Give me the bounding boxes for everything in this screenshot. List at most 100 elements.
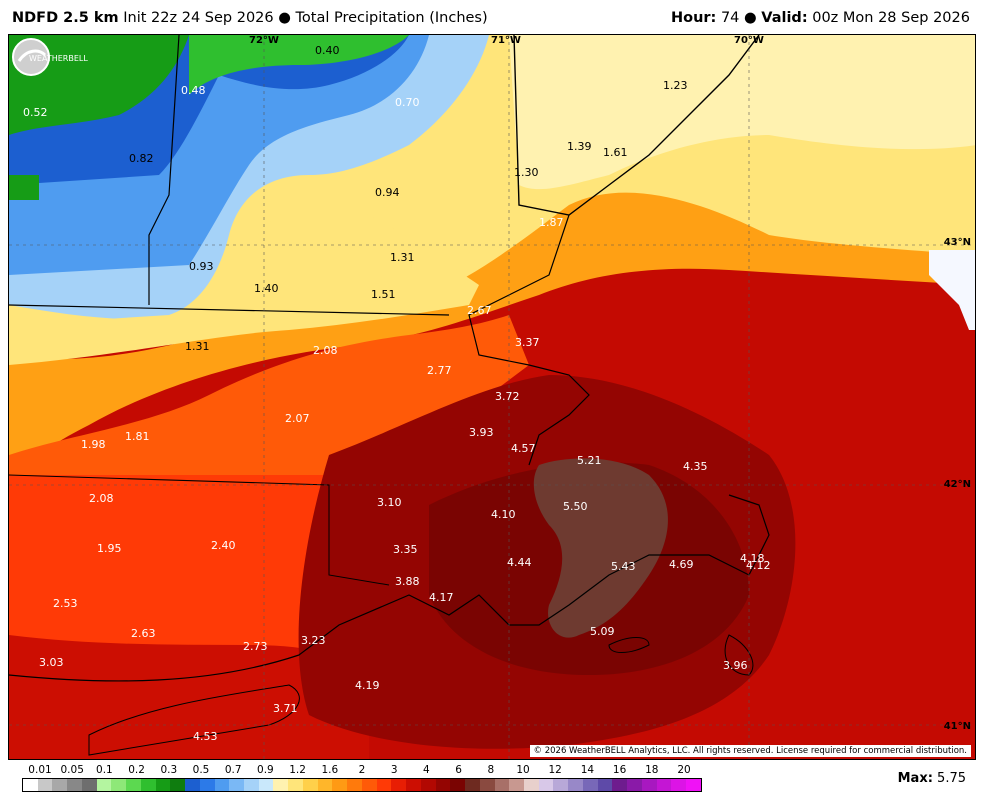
weatherbell-logo: WEATHERBELL bbox=[12, 38, 88, 76]
precip-value-label: 5.50 bbox=[563, 500, 588, 513]
scale-color-cell bbox=[67, 779, 82, 791]
lat-43-label: 43°N bbox=[943, 237, 971, 248]
precip-value-label: 2.07 bbox=[285, 412, 310, 425]
header-left: NDFD 2.5 km Init 22z 24 Sep 2026 ● Total… bbox=[12, 6, 488, 30]
scale-color-cell bbox=[273, 779, 289, 791]
scale-tick-label: 0.5 bbox=[192, 764, 210, 776]
scale-color-cell bbox=[479, 779, 495, 791]
scale-tick-label: 18 bbox=[645, 764, 659, 776]
precip-value-label: 2.08 bbox=[313, 344, 338, 357]
scale-color-cell bbox=[214, 779, 230, 791]
scale-color-cell bbox=[288, 779, 303, 791]
precip-value-label: 1.87 bbox=[539, 216, 564, 229]
scale-color-cell bbox=[582, 779, 598, 791]
scale-color-cell bbox=[435, 779, 451, 791]
scale-tick-label: 14 bbox=[580, 764, 595, 776]
scale-color-cell bbox=[420, 779, 436, 791]
header-right: Hour: 74 ● Valid: 00z Mon 28 Sep 2026 bbox=[671, 6, 970, 30]
scale-color-cell bbox=[361, 779, 377, 791]
precip-value-label: 1.31 bbox=[390, 251, 415, 264]
max-label: Max: bbox=[897, 771, 933, 786]
precip-value-label: 0.48 bbox=[181, 84, 206, 97]
precip-value-label: 1.31 bbox=[185, 340, 210, 353]
scale-color-cell bbox=[612, 779, 628, 791]
scale-tick-label: 2 bbox=[358, 764, 366, 776]
scale-color-cell bbox=[244, 779, 259, 791]
scale-color-cell bbox=[258, 779, 274, 791]
model-name: NDFD 2.5 km bbox=[12, 10, 119, 26]
scale-color-cell bbox=[170, 779, 186, 791]
valid-value: 00z Mon 28 Sep 2026 bbox=[812, 10, 970, 26]
precip-value-label: 3.23 bbox=[301, 634, 326, 647]
precip-value-label: 1.61 bbox=[603, 146, 628, 159]
precip-value-label: 2.77 bbox=[427, 364, 452, 377]
precip-value-label: 1.30 bbox=[514, 166, 539, 179]
precipitation-field bbox=[9, 35, 975, 759]
scale-tick-label: 12 bbox=[548, 764, 562, 776]
precip-value-label: 1.81 bbox=[125, 430, 150, 443]
bullet-separator: ● bbox=[278, 10, 291, 26]
lon-72-label: 72°W bbox=[249, 35, 279, 46]
precip-value-label: 4.35 bbox=[683, 460, 708, 473]
max-value-box: Max: 5.75 bbox=[898, 771, 966, 786]
lon-70-label: 70°W bbox=[734, 35, 764, 46]
scale-tick-label: 4 bbox=[423, 764, 430, 776]
precip-value-label: 1.40 bbox=[254, 282, 279, 295]
precip-value-label: 0.93 bbox=[189, 260, 214, 273]
scale-tick-label: 6 bbox=[455, 764, 462, 776]
precip-value-label: 3.72 bbox=[495, 390, 520, 403]
scale-color-cell bbox=[523, 779, 539, 791]
scale-color-cell bbox=[671, 779, 687, 791]
precip-value-label: 5.09 bbox=[590, 625, 615, 638]
scale-tick-label: 20 bbox=[677, 764, 691, 776]
precip-value-label: 1.51 bbox=[371, 288, 396, 301]
lat-41-label: 41°N bbox=[943, 721, 971, 732]
bullet-separator-2: ● bbox=[744, 10, 757, 26]
precip-value-label: 4.44 bbox=[507, 556, 532, 569]
scale-color-cell bbox=[376, 779, 392, 791]
max-value: 5.75 bbox=[937, 771, 966, 786]
scale-color-cell bbox=[450, 779, 466, 791]
scale-color-cell bbox=[199, 779, 215, 791]
scale-tick-label: 10 bbox=[516, 764, 530, 776]
color-scale-legend: 0.01 0.05 0.1 0.2 0.3 0.5 0.7 0.9 1.2 1.6 2 3 4 6 8 10 1… bbox=[22, 764, 702, 794]
precip-value-label: 4.18 bbox=[740, 552, 765, 565]
precip-value-label: 3.88 bbox=[395, 575, 420, 588]
scale-color-cell bbox=[140, 779, 156, 791]
precip-value-label: 0.82 bbox=[129, 152, 154, 165]
scale-color-cell bbox=[332, 779, 348, 791]
precip-value-label: 2.73 bbox=[243, 640, 268, 653]
scale-color-cell bbox=[347, 779, 362, 791]
scale-color-cell bbox=[23, 779, 38, 791]
scale-tick-label: 1.6 bbox=[321, 764, 339, 776]
precip-value-label: 0.40 bbox=[315, 44, 340, 57]
scale-tick-label: 1.2 bbox=[289, 764, 306, 776]
precip-value-label: 1.23 bbox=[663, 79, 688, 92]
precip-value-label: 3.03 bbox=[39, 656, 64, 669]
scale-color-cell bbox=[81, 779, 97, 791]
precip-value-label: 2.67 bbox=[467, 304, 492, 317]
precip-value-label: 2.53 bbox=[53, 597, 78, 610]
scale-tick-label: 8 bbox=[487, 764, 495, 776]
scale-tick-label: 0.05 bbox=[60, 764, 84, 776]
scale-bar bbox=[22, 778, 702, 792]
scale-color-cell bbox=[96, 779, 112, 791]
scale-color-cell bbox=[553, 779, 569, 791]
scale-tick-label: 0.7 bbox=[224, 764, 242, 776]
precip-value-label: 1.39 bbox=[567, 140, 592, 153]
scale-color-cell bbox=[538, 779, 554, 791]
precip-value-label: 2.63 bbox=[131, 627, 156, 640]
scale-tick-label: 0.1 bbox=[96, 764, 113, 776]
scale-color-cell bbox=[406, 779, 421, 791]
precip-value-label: 0.70 bbox=[395, 96, 420, 109]
lon-71-label: 71°W bbox=[491, 35, 521, 46]
precip-value-label: 2.40 bbox=[211, 539, 236, 552]
scale-color-cell bbox=[494, 779, 510, 791]
precip-value-label: 3.35 bbox=[393, 543, 418, 556]
scale-tick-label: 0.9 bbox=[257, 764, 274, 776]
scale-color-cell bbox=[126, 779, 141, 791]
precip-value-label: 4.17 bbox=[429, 591, 454, 604]
precip-value-label: 5.43 bbox=[611, 560, 636, 573]
precip-value-label: 3.93 bbox=[469, 426, 494, 439]
scale-tick-label: 3 bbox=[390, 764, 398, 776]
